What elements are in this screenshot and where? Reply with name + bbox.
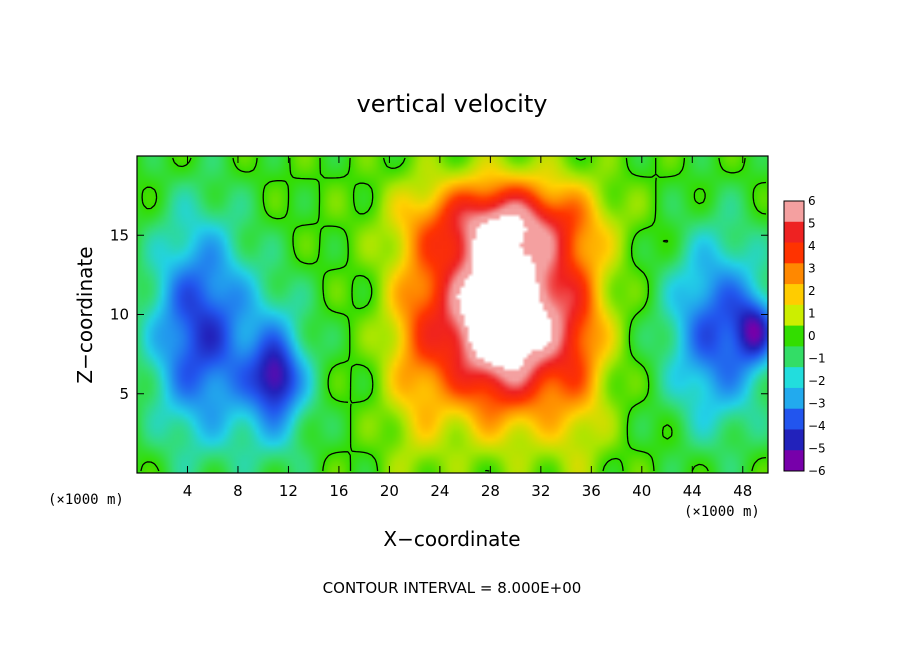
contour-interval-label: CONTOUR INTERVAL = 8.000E+00: [323, 579, 582, 597]
x-tick-label: 24: [430, 482, 449, 500]
x-tick-label: 20: [380, 482, 399, 500]
colorbar-label: 3: [808, 262, 816, 276]
colorbar-swatch: [784, 367, 804, 389]
colorbar-swatch: [784, 221, 804, 244]
colorbar-label: −3: [808, 397, 826, 411]
colorbar: 6 5 4 3 2 1 0 −1 −2 −3 −4 −5 −6: [783, 194, 826, 478]
colorbar-label: 1: [808, 307, 816, 321]
x-tick-label: 16: [329, 482, 348, 500]
colorbar-swatch: [784, 304, 804, 327]
x-tick-label: 12: [279, 482, 298, 500]
x-tick-label: 44: [683, 482, 702, 500]
colorbar-frame: [783, 200, 805, 472]
colorbar-label: −2: [808, 374, 826, 388]
y-axis: 5 10 15: [110, 226, 768, 403]
colorbar-label: 6: [808, 194, 816, 208]
chart-title: vertical velocity: [357, 90, 548, 118]
x-tick-label: 28: [481, 482, 500, 500]
colorbar-label: −1: [808, 352, 826, 366]
colorbar-swatch: [784, 242, 804, 264]
colorbar-swatch: [784, 429, 804, 451]
x-tick-label: 8: [233, 482, 243, 500]
x-tick-label: 36: [582, 482, 601, 500]
y-tick-label: 5: [119, 385, 129, 403]
zero-contour: [140, 157, 767, 472]
colorbar-label: 0: [808, 329, 816, 343]
colorbar-swatch: [784, 201, 804, 223]
velocity-field: [137, 156, 768, 473]
colorbar-swatch: [784, 325, 804, 347]
colorbar-swatch: [784, 346, 804, 368]
colorbar-label: 2: [808, 284, 816, 298]
colorbar-swatch: [784, 408, 804, 430]
colorbar-swatch: [784, 450, 804, 472]
x-unit-right: (×1000 m): [684, 504, 760, 520]
colorbar-swatch: [784, 387, 804, 410]
y-tick-label: 15: [110, 226, 129, 244]
x-tick-label: 32: [531, 482, 550, 500]
colorbar-label: 5: [808, 217, 816, 231]
colorbar-swatch: [784, 263, 804, 285]
colorbar-swatch: [784, 284, 804, 306]
colorbar-label: −6: [808, 464, 826, 478]
x-axis: 4 8 12 16 20 24 28 32 36 40 44 48: [183, 156, 752, 500]
x-unit-left: (×1000 m): [48, 492, 124, 508]
x-tick-label: 40: [632, 482, 651, 500]
plot-area: [136, 155, 769, 474]
x-tick-label: 48: [733, 482, 752, 500]
contour-lines: [140, 157, 767, 472]
y-tick-label: 10: [110, 306, 129, 324]
y-axis-title: Z−coordinate: [73, 246, 97, 383]
colorbar-label: 4: [808, 239, 816, 253]
colorbar-label: −5: [808, 442, 826, 456]
x-tick-label: 4: [183, 482, 193, 500]
colorbar-label: −4: [808, 419, 826, 433]
x-axis-title: X−coordinate: [383, 527, 520, 551]
